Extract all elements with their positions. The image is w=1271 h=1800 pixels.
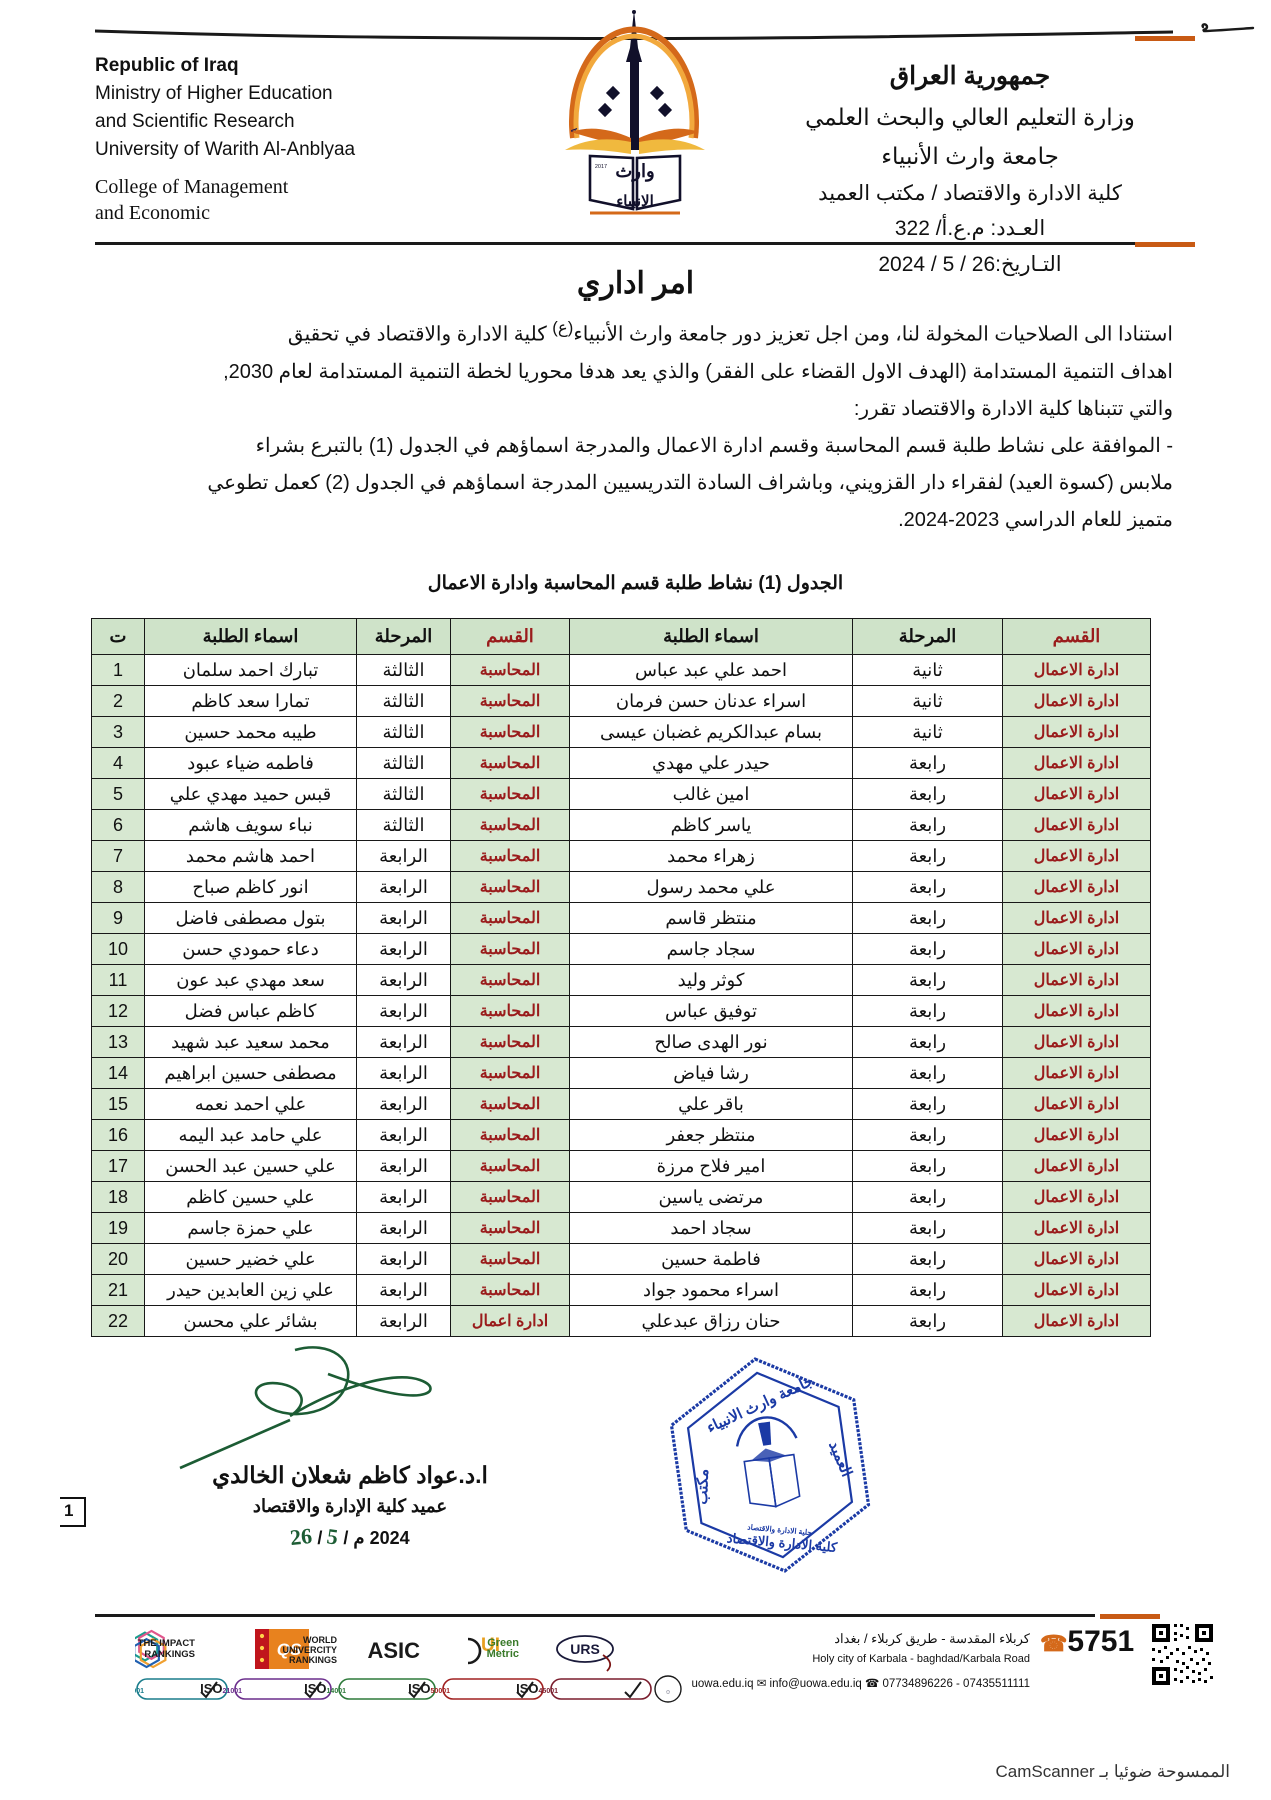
svg-text:ASIC: ASIC [367, 1638, 420, 1663]
svg-text:THE IMPACT: THE IMPACT [138, 1638, 196, 1649]
svg-text:2017: 2017 [595, 164, 607, 170]
svg-text:ISO45001: ISO45001 [516, 1681, 558, 1696]
svg-text:URS: URS [570, 1641, 600, 1657]
svg-text:العميد: العميد [825, 1439, 855, 1480]
svg-text:الانبياء: الانبياء [616, 193, 654, 210]
svg-text:Metric: Metric [487, 1648, 519, 1660]
svg-text:RANKINGS: RANKINGS [144, 1649, 195, 1660]
svg-text:ISO50001: ISO50001 [408, 1681, 450, 1696]
svg-text:UNIVERCITY: UNIVERCITY [282, 1645, 337, 1655]
svg-text:وارث: وارث [615, 161, 654, 182]
svg-text:ISO21001: ISO21001 [200, 1681, 242, 1696]
svg-text:WORLD: WORLD [303, 1635, 337, 1645]
svg-text:ISO14001: ISO14001 [304, 1681, 346, 1696]
svg-text:RANKINGS: RANKINGS [289, 1655, 337, 1665]
svg-text:مكتب: مكتب [694, 1469, 712, 1505]
svg-text:۞: ۞ [666, 1688, 671, 1695]
